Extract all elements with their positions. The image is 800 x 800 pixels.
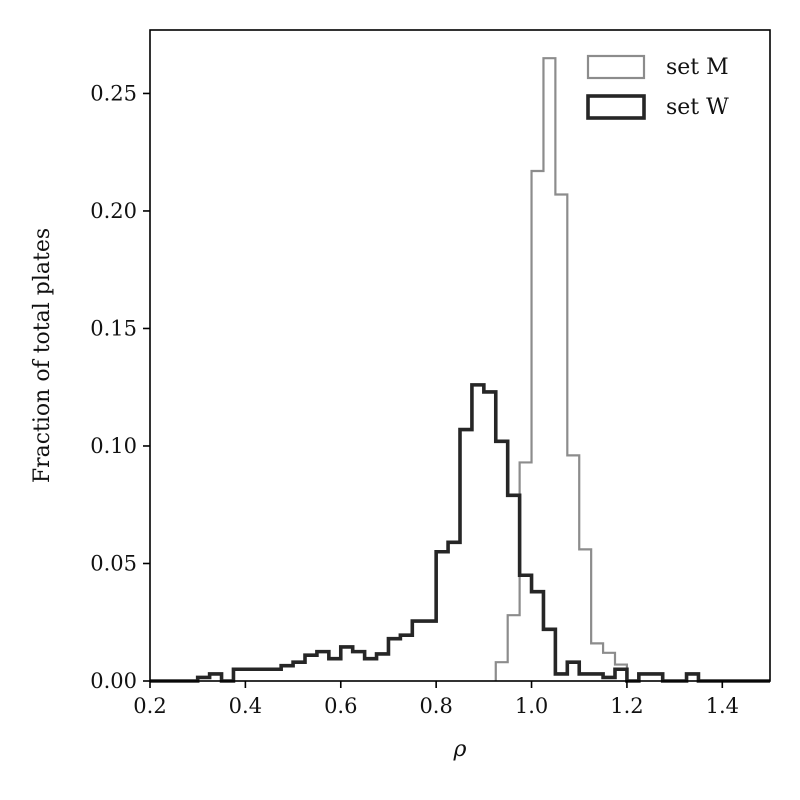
axes-layer: 0.2 0.4 0.6 0.8 1.0 1.2 1.4 0.00 0.05 0.10 0.15 0.2… (90, 29, 771, 718)
legend-swatch (586, 94, 646, 120)
y-tick-label: 0.15 (90, 316, 137, 340)
y-axis-label: Fraction of total plates (30, 228, 55, 483)
x-tick-label: 0.6 (324, 694, 357, 718)
plot-frame (149, 29, 771, 682)
y-tick-label: 0.20 (90, 199, 137, 223)
legend-label: set M (666, 55, 729, 80)
series-set-m-step (494, 57, 639, 683)
legend: set M set W (586, 54, 729, 120)
x-tick-label: 0.4 (229, 694, 262, 718)
legend-label: set W (666, 95, 729, 120)
series-set-w-step (150, 383, 770, 683)
y-tick-label: 0.25 (90, 81, 137, 105)
series-layer (150, 57, 770, 683)
x-tick-label: 1.2 (610, 694, 643, 718)
y-tick-label: 0.00 (90, 669, 137, 693)
y-tick-label: 0.10 (90, 434, 137, 458)
x-tick-label: 1.4 (706, 694, 739, 718)
y-tick-label: 0.05 (90, 551, 137, 575)
x-axis-label: ρ (453, 737, 467, 762)
x-tick-label: 0.8 (419, 694, 452, 718)
x-tick-label: 1.0 (515, 694, 548, 718)
x-tick-label: 0.2 (133, 694, 166, 718)
legend-swatch (586, 54, 646, 80)
